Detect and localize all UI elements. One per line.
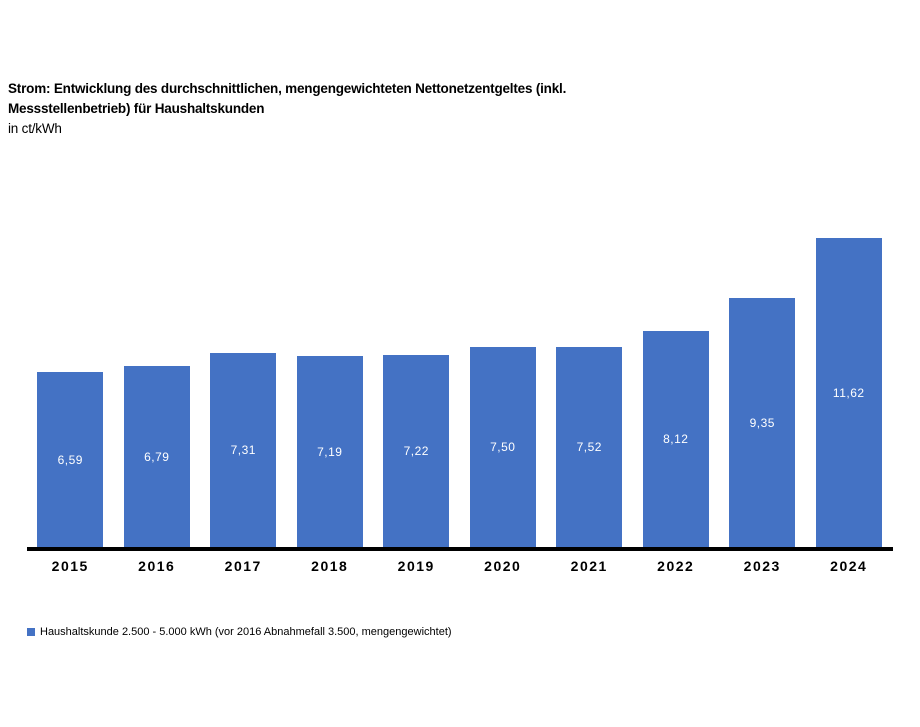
x-axis-label-2015: 2015 xyxy=(51,558,89,574)
x-axis-label-2022: 2022 xyxy=(657,558,695,574)
bar-2017: 7,31 xyxy=(210,353,277,547)
bar-value-label: 11,62 xyxy=(832,385,865,400)
bar-value-label: 6,79 xyxy=(144,449,170,464)
bar-2023: 9,35 xyxy=(729,298,796,547)
x-axis-label-2021: 2021 xyxy=(570,558,608,574)
bar-2020: 7,50 xyxy=(469,347,536,547)
chart-unit-subtitle: in ct/kWh xyxy=(8,121,62,136)
bar-2021: 7,52 xyxy=(556,347,623,547)
legend-marker-icon xyxy=(27,628,35,636)
x-axis-label-2018: 2018 xyxy=(311,558,349,574)
legend: Haushaltskunde 2.500 - 5.000 kWh (vor 20… xyxy=(27,626,452,638)
bar-2018: 7,19 xyxy=(296,356,363,547)
chart-title-line-2: Messstellenbetrieb) für Haushaltskunden xyxy=(8,101,265,116)
bar-value-label: 8,12 xyxy=(663,432,689,446)
x-axis-label-2016: 2016 xyxy=(138,558,176,574)
bar-value-label: 7,52 xyxy=(576,440,602,454)
chart-title-line-1: Strom: Entwicklung des durchschnittliche… xyxy=(8,81,567,96)
bar-value-label: 7,31 xyxy=(230,443,256,457)
x-axis-label-2024: 2024 xyxy=(830,558,868,574)
bar-2024: 11,62 xyxy=(815,238,882,547)
bar-value-label: 7,50 xyxy=(490,440,516,454)
legend-label: Haushaltskunde 2.500 - 5.000 kWh (vor 20… xyxy=(40,626,452,638)
bar-2019: 7,22 xyxy=(383,355,450,547)
x-axis-label-2017: 2017 xyxy=(224,558,262,574)
bar-2016: 6,79 xyxy=(123,366,190,547)
x-axis-label-2019: 2019 xyxy=(397,558,435,574)
bar-value-label: 6,59 xyxy=(57,452,83,467)
x-axis-line xyxy=(27,547,893,551)
bar-2022: 8,12 xyxy=(642,331,709,547)
x-axis-label-2020: 2020 xyxy=(484,558,522,574)
category-axis: 2015 2016 2017 2018 2019 2020 2021 2022 2023 2024 xyxy=(27,558,892,574)
bar-value-label: 7,19 xyxy=(317,444,343,459)
bar-2015: 6,59 xyxy=(37,372,104,547)
bar-value-label: 9,35 xyxy=(749,415,775,430)
chart-header: Strom: Entwicklung des durchschnittliche… xyxy=(8,79,688,139)
bar-value-label: 7,22 xyxy=(403,444,429,458)
bar-series: 6,59 6,79 7,31 7,19 7,22 7,50 7,52 8,12 9,35 11,6… xyxy=(27,230,892,547)
x-axis-label-2023: 2023 xyxy=(743,558,781,574)
